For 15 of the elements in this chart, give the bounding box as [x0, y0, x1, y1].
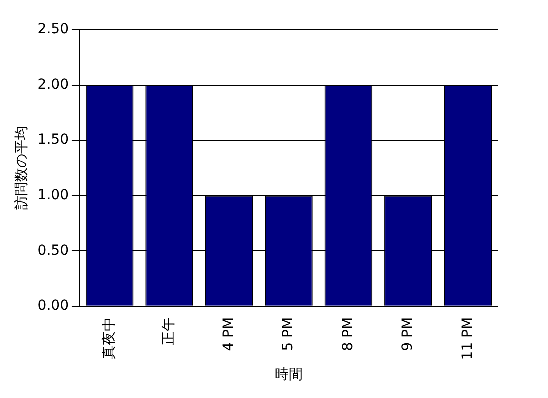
y-tick-label: 0.00 [38, 298, 69, 314]
x-tick-label: 5 PM [280, 317, 297, 352]
x-tick-label: 11 PM [460, 317, 476, 360]
y-axis-title: 訪問数の平均 [14, 126, 30, 210]
x-tick-label: 8 PM [340, 317, 356, 352]
x-tick-label: 正午 [161, 317, 178, 346]
y-tick-label: 1.00 [38, 187, 69, 204]
y-tick-label: 2.50 [38, 22, 69, 38]
x-axis-title: 時間 [274, 367, 303, 384]
y-tick-label: 1.50 [38, 132, 69, 148]
y-tick-label: 2.00 [38, 76, 69, 93]
x-tick-label: 真夜中 [101, 317, 118, 360]
x-tick-label: 9 PM [400, 317, 416, 352]
x-tick-label: 4 PM [220, 317, 237, 352]
y-tick-label: 0.50 [38, 242, 69, 259]
